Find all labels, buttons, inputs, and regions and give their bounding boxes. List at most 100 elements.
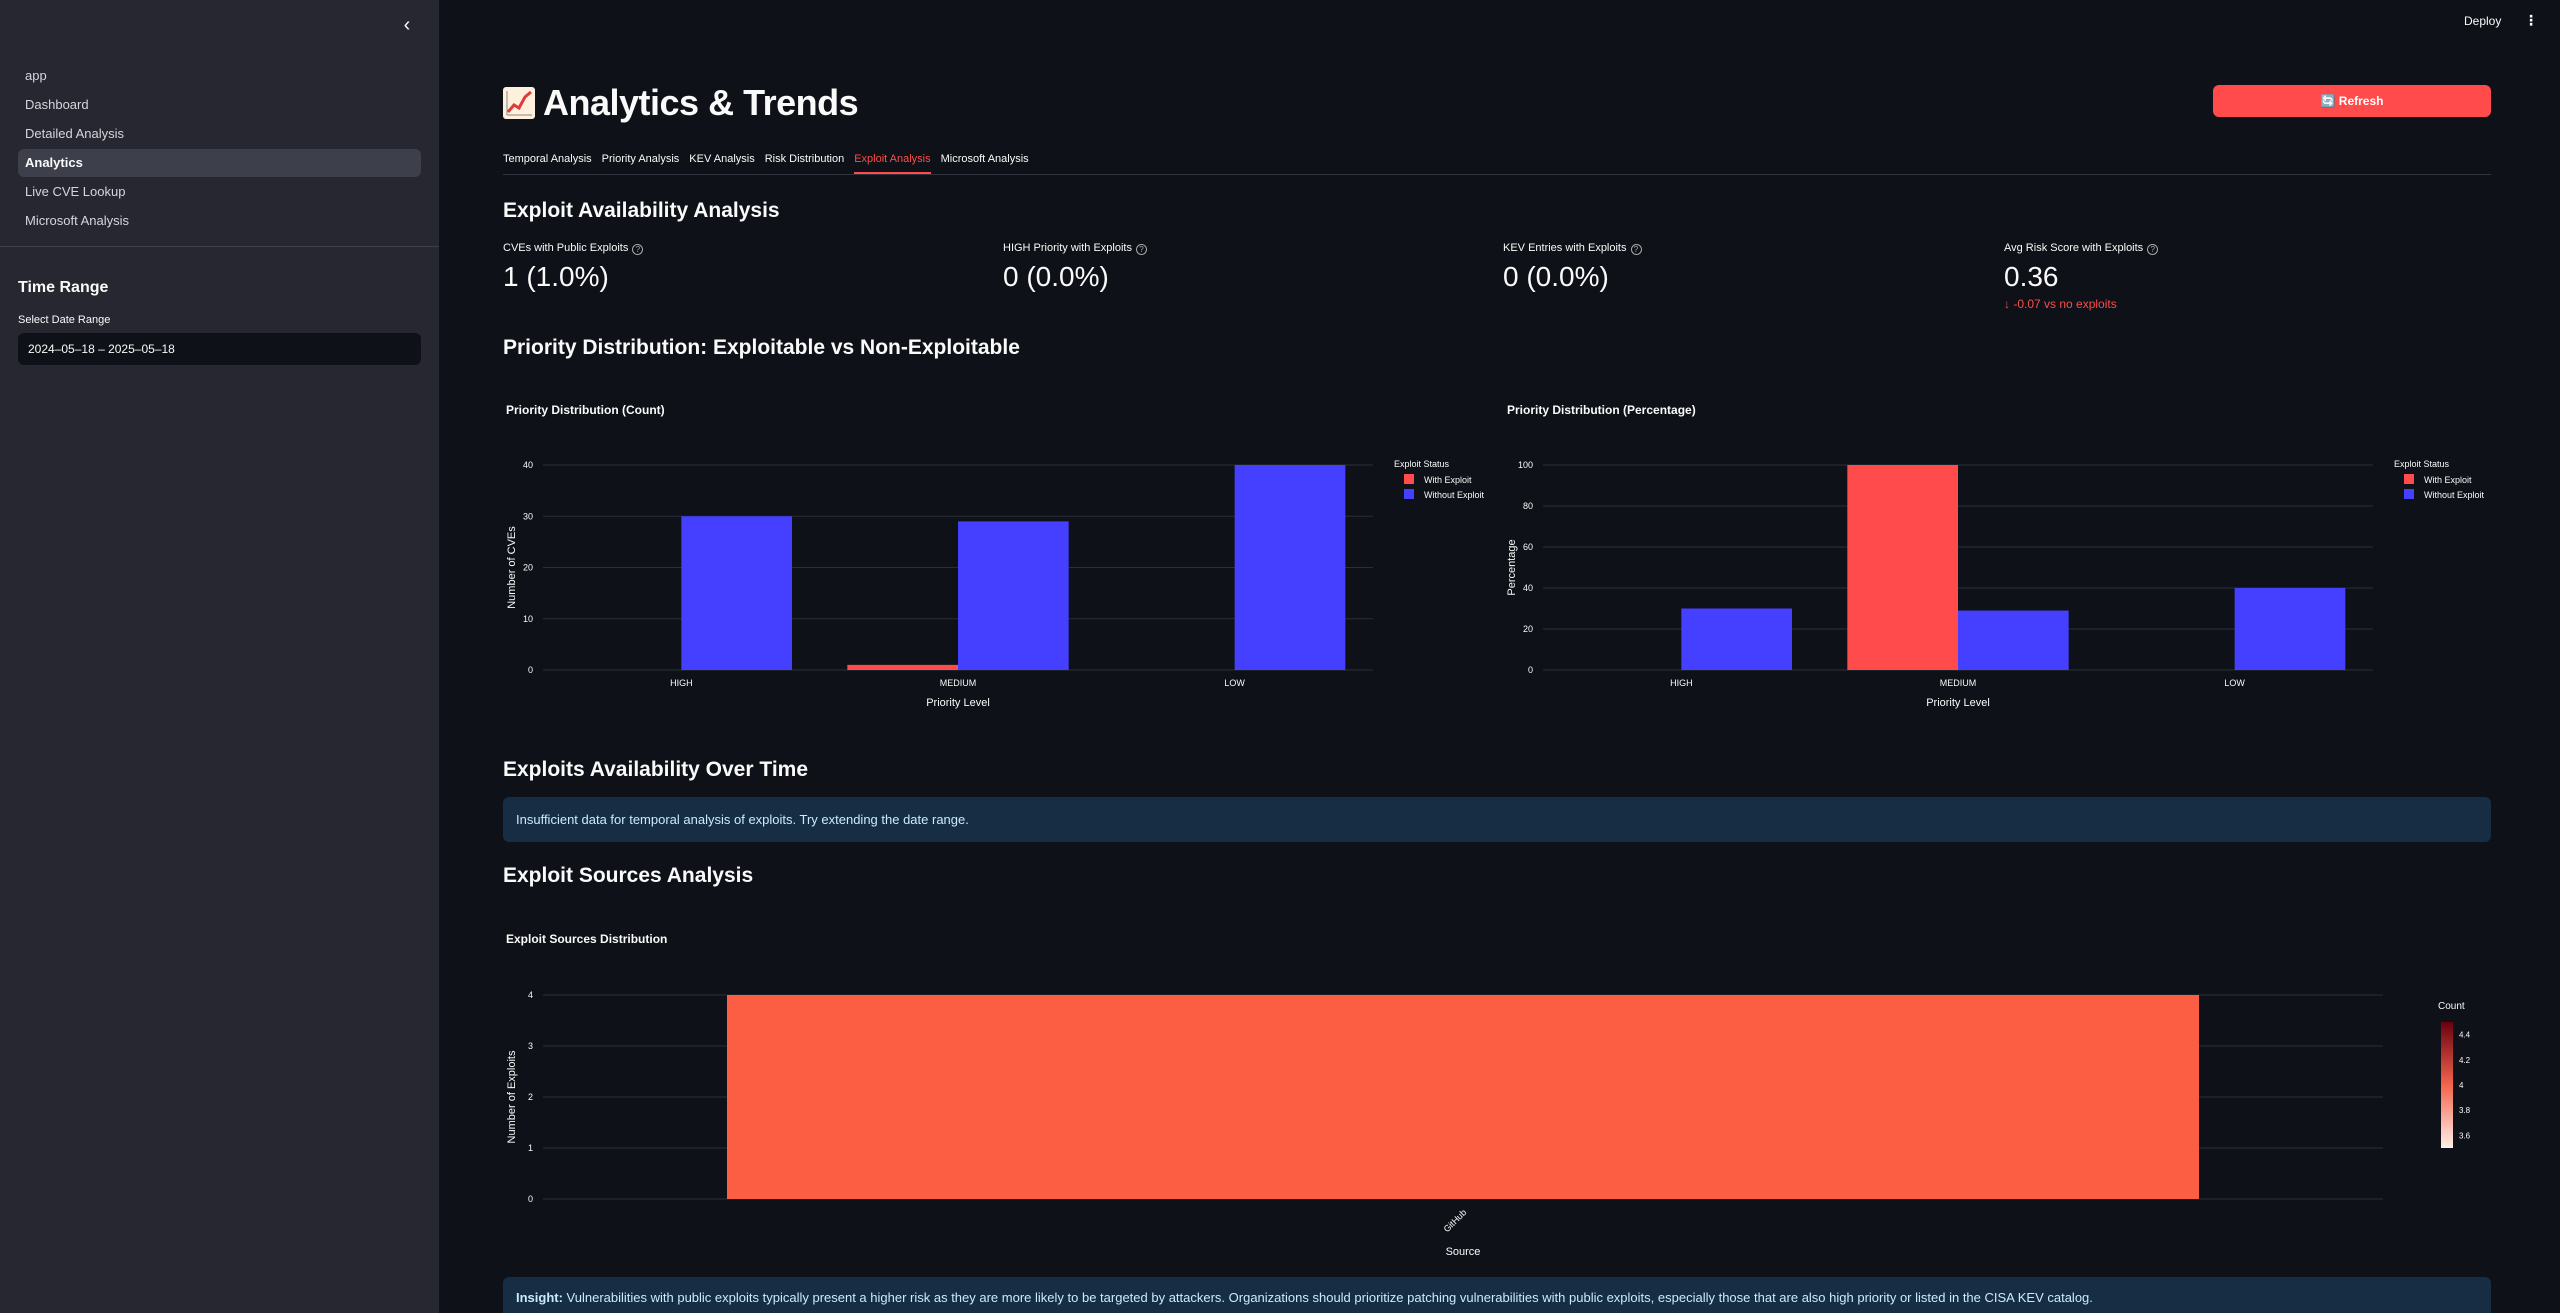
y-tick-label: 40 bbox=[523, 460, 533, 470]
colorbar bbox=[2441, 1022, 2453, 1148]
metric-cves-with-exploits: CVEs with Public Exploits? 1 (1.0%) bbox=[503, 242, 644, 293]
legend-swatch bbox=[2404, 474, 2414, 484]
y-tick-label: 30 bbox=[523, 511, 533, 521]
y-axis-label: Number of CVEs bbox=[506, 526, 518, 609]
metric-high-priority-with-exploits: HIGH Priority with Exploits? 0 (0.0%) bbox=[1003, 242, 1147, 293]
y-tick-label: 80 bbox=[1523, 501, 1533, 511]
metric-value: 0 (0.0%) bbox=[1503, 261, 1609, 292]
priority-distribution-heading: Priority Distribution: Exploitable vs No… bbox=[503, 336, 1020, 359]
insufficient-data-alert: Insufficient data for temporal analysis … bbox=[503, 797, 2491, 842]
bar-without-exploit bbox=[1681, 608, 1792, 670]
y-axis-label: Number of Exploits bbox=[506, 1050, 518, 1143]
colorbar-tick-label: 3.8 bbox=[2459, 1106, 2471, 1115]
y-tick-label: 0 bbox=[528, 1194, 533, 1204]
x-axis-label: Source bbox=[1446, 1246, 1481, 1258]
legend-swatch bbox=[1404, 474, 1414, 484]
x-axis-label: Priority Level bbox=[1926, 697, 1990, 709]
colorbar-tick-label: 4.4 bbox=[2459, 1031, 2471, 1040]
colorbar-tick-label: 4 bbox=[2459, 1081, 2464, 1090]
sidebar: ‹ app Dashboard Detailed Analysis Analyt… bbox=[0, 0, 439, 1313]
y-tick-label: 20 bbox=[523, 563, 533, 573]
metric-avg-risk-score: Avg Risk Score with Exploits? 0.36 ↓ -0.… bbox=[2004, 242, 2159, 311]
exploit-sources-heading: Exploit Sources Analysis bbox=[503, 864, 754, 887]
arrow-down-icon: ↓ bbox=[2004, 297, 2014, 311]
metric-label: CVEs with Public Exploits bbox=[503, 242, 629, 254]
y-tick-label: 3 bbox=[528, 1041, 533, 1051]
legend-swatch bbox=[2404, 489, 2414, 499]
x-axis-label: Priority Level bbox=[926, 697, 990, 709]
date-range-label: Select Date Range bbox=[18, 314, 111, 326]
x-tick-label: HIGH bbox=[670, 678, 693, 688]
x-tick-label: LOW bbox=[2224, 678, 2245, 688]
legend-entry: With Exploit bbox=[2424, 475, 2472, 485]
insight-alert: Insight: Vulnerabilities with public exp… bbox=[503, 1277, 2491, 1313]
help-icon[interactable]: ? bbox=[2147, 244, 2159, 255]
exploit-availability-heading: Exploit Availability Analysis bbox=[503, 199, 780, 222]
y-tick-label: 2 bbox=[528, 1092, 533, 1102]
sidebar-item-app[interactable]: app bbox=[25, 68, 47, 83]
sidebar-item-detailed-analysis[interactable]: Detailed Analysis bbox=[25, 126, 124, 141]
metric-label: KEV Entries with Exploits bbox=[1503, 242, 1627, 254]
bar-without-exploit bbox=[681, 516, 792, 670]
metric-delta: -0.07 vs no exploits bbox=[2013, 297, 2117, 311]
legend-entry: With Exploit bbox=[1424, 475, 1472, 485]
x-tick-label: GitHub bbox=[1442, 1207, 1469, 1234]
y-tick-label: 10 bbox=[523, 614, 533, 624]
priority-count-chart: 0 10 20 30 40 HIGH MEDIUM LOW Priority Level Numb… bbox=[506, 459, 1485, 709]
y-tick-label: 40 bbox=[1523, 583, 1533, 593]
bar-without-exploit bbox=[1958, 610, 2069, 670]
help-icon[interactable]: ? bbox=[1630, 244, 1642, 255]
sidebar-item-live-cve-lookup[interactable]: Live CVE Lookup bbox=[25, 184, 126, 199]
priority-percentage-chart: 0 20 40 60 80 100 HIGH MEDIUM LOW Priority Level P… bbox=[1506, 459, 2485, 709]
date-range-input[interactable]: 2024–05–18 – 2025–05–18 bbox=[18, 333, 421, 365]
sidebar-item-microsoft-analysis[interactable]: Microsoft Analysis bbox=[25, 213, 130, 228]
sidebar-divider bbox=[0, 246, 439, 247]
y-tick-label: 20 bbox=[1523, 624, 1533, 634]
metric-value: 0 (0.0%) bbox=[1003, 261, 1109, 292]
bar-without-exploit bbox=[1234, 465, 1346, 670]
tab-microsoft-analysis[interactable]: Microsoft Analysis bbox=[940, 153, 1029, 165]
deploy-button[interactable]: Deploy bbox=[2464, 14, 2502, 28]
sidebar-nav: app Dashboard Detailed Analysis Analytic… bbox=[18, 62, 421, 236]
metric-value: 1 (1.0%) bbox=[503, 261, 609, 292]
tab-kev-analysis[interactable]: KEV Analysis bbox=[689, 153, 755, 165]
exploits-over-time-heading: Exploits Availability Over Time bbox=[503, 758, 809, 781]
sidebar-item-dashboard[interactable]: Dashboard bbox=[25, 97, 89, 112]
kebab-menu-icon[interactable]: ⋮ bbox=[2524, 12, 2538, 28]
y-tick-label: 0 bbox=[1528, 665, 1533, 675]
bar-source bbox=[727, 995, 2199, 1199]
tab-risk-distribution[interactable]: Risk Distribution bbox=[764, 153, 845, 165]
bar-without-exploit bbox=[958, 521, 1069, 670]
tab-temporal-analysis[interactable]: Temporal Analysis bbox=[503, 153, 592, 165]
tab-priority-analysis[interactable]: Priority Analysis bbox=[601, 153, 680, 165]
metric-value: 0.36 bbox=[2004, 261, 2059, 292]
help-icon[interactable]: ? bbox=[1135, 244, 1147, 255]
bar-with-exploit bbox=[847, 664, 958, 670]
legend-swatch bbox=[1404, 489, 1414, 499]
metric-kev-with-exploits: KEV Entries with Exploits? 0 (0.0%) bbox=[1503, 242, 1642, 293]
x-tick-label: MEDIUM bbox=[940, 678, 977, 688]
y-tick-label: 60 bbox=[1523, 542, 1533, 552]
time-range-heading: Time Range bbox=[18, 279, 109, 296]
y-axis-label: Percentage bbox=[1506, 539, 1518, 595]
chart-increasing-icon bbox=[503, 87, 535, 119]
sidebar-item-analytics[interactable]: Analytics bbox=[18, 149, 421, 177]
y-tick-label: 0 bbox=[528, 665, 533, 675]
x-tick-label: LOW bbox=[1224, 678, 1245, 688]
legend-entry: Without Exploit bbox=[2424, 490, 2485, 500]
legend-title: Exploit Status bbox=[2394, 459, 2450, 469]
refresh-button[interactable]: 🔄 Refresh bbox=[2213, 85, 2491, 117]
tab-exploit-analysis[interactable]: Exploit Analysis bbox=[854, 150, 931, 174]
colorbar-tick-label: 3.6 bbox=[2459, 1131, 2471, 1140]
y-tick-label: 4 bbox=[528, 990, 533, 1000]
y-tick-label: 100 bbox=[1518, 460, 1533, 470]
bar-without-exploit bbox=[2234, 588, 2346, 670]
collapse-sidebar-icon[interactable]: ‹ bbox=[403, 14, 411, 36]
chart-title-sources: Exploit Sources Distribution bbox=[506, 932, 668, 946]
help-icon[interactable]: ? bbox=[632, 244, 644, 255]
metric-label: Avg Risk Score with Exploits bbox=[2004, 242, 2144, 254]
x-tick-label: HIGH bbox=[1670, 678, 1693, 688]
x-tick-label: MEDIUM bbox=[1940, 678, 1977, 688]
page-title: Analytics & Trends bbox=[503, 82, 859, 124]
colorbar-title: Count bbox=[2438, 1001, 2465, 1012]
